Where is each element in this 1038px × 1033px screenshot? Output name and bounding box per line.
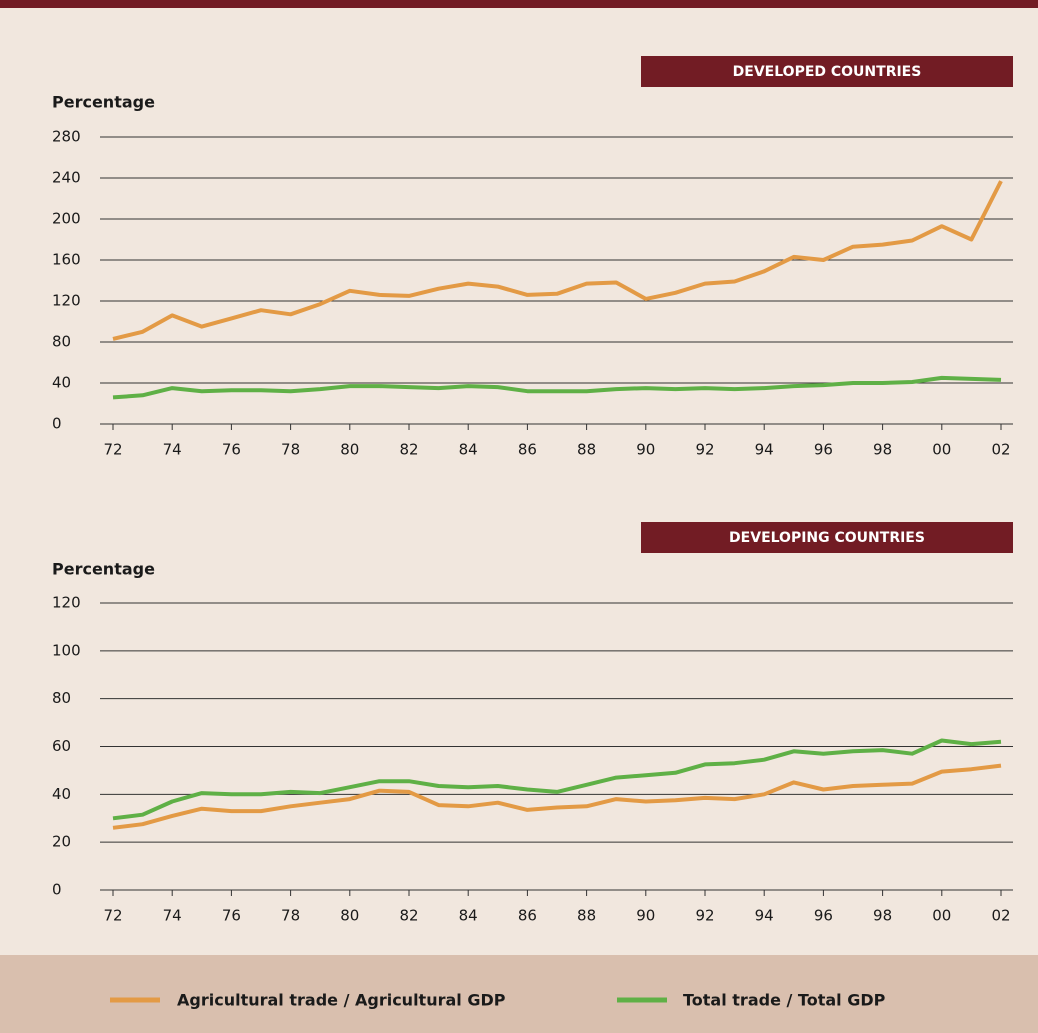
y-tick-label: 40 bbox=[52, 785, 71, 803]
x-tick-label: 02 bbox=[991, 441, 1010, 459]
y-tick-label: 280 bbox=[52, 128, 81, 146]
x-tick-label: 96 bbox=[814, 441, 833, 459]
y-tick-label: 60 bbox=[52, 737, 71, 755]
x-tick-label: 92 bbox=[695, 441, 714, 459]
data-line bbox=[112, 738, 1002, 821]
y-axis-label: Percentage bbox=[52, 93, 155, 112]
y-axis-label: Percentage bbox=[52, 560, 155, 579]
x-tick-label: 90 bbox=[636, 907, 655, 925]
data-line bbox=[112, 763, 1002, 830]
x-tick-label: 00 bbox=[932, 907, 951, 925]
panel-badge bbox=[641, 522, 1013, 553]
x-tick-label: 00 bbox=[932, 441, 951, 459]
x-tick-label: 78 bbox=[281, 907, 300, 925]
top-band bbox=[0, 0, 1038, 8]
y-tick-label: 80 bbox=[52, 333, 71, 351]
x-tick-label: 94 bbox=[755, 441, 774, 459]
y-tick-label: 120 bbox=[52, 292, 81, 310]
x-tick-label: 96 bbox=[814, 907, 833, 925]
x-tick-label: 74 bbox=[163, 441, 182, 459]
data-line bbox=[112, 375, 1002, 400]
x-tick-label: 92 bbox=[695, 907, 714, 925]
y-tick-label: 20 bbox=[52, 833, 71, 851]
x-tick-label: 72 bbox=[103, 907, 122, 925]
x-tick-label: 82 bbox=[399, 907, 418, 925]
y-tick-label: 200 bbox=[52, 210, 81, 228]
x-tick-label: 84 bbox=[459, 907, 478, 925]
y-tick-label: 240 bbox=[52, 169, 81, 187]
x-tick-label: 82 bbox=[399, 441, 418, 459]
x-tick-label: 86 bbox=[518, 441, 537, 459]
data-line bbox=[112, 180, 1003, 341]
y-tick-label: 40 bbox=[52, 374, 71, 392]
x-tick-label: 72 bbox=[103, 441, 122, 459]
x-tick-label: 74 bbox=[163, 907, 182, 925]
y-tick-label: 120 bbox=[52, 594, 81, 612]
y-tick-label: 0 bbox=[52, 881, 62, 899]
y-tick-label: 160 bbox=[52, 251, 81, 269]
x-tick-label: 94 bbox=[755, 907, 774, 925]
x-tick-label: 86 bbox=[518, 907, 537, 925]
x-tick-label: 90 bbox=[636, 441, 655, 459]
x-tick-label: 76 bbox=[222, 907, 241, 925]
y-tick-label: 0 bbox=[52, 415, 62, 433]
panel-title: DEVELOPING COUNTRIES bbox=[729, 530, 925, 546]
x-tick-label: 02 bbox=[991, 907, 1010, 925]
x-tick-label: 84 bbox=[459, 441, 478, 459]
panel-badge bbox=[641, 56, 1013, 87]
legend-label: Agricultural trade / Agricultural GDP bbox=[177, 991, 506, 1010]
x-tick-label: 80 bbox=[340, 907, 359, 925]
y-tick-label: 80 bbox=[52, 689, 71, 707]
legend-band bbox=[0, 955, 1038, 1033]
x-tick-label: 88 bbox=[577, 907, 596, 925]
y-tick-label: 100 bbox=[52, 641, 81, 659]
x-tick-label: 98 bbox=[873, 441, 892, 459]
x-tick-label: 76 bbox=[222, 441, 241, 459]
x-tick-label: 78 bbox=[281, 441, 300, 459]
legend-label: Total trade / Total GDP bbox=[683, 991, 886, 1010]
x-tick-label: 98 bbox=[873, 907, 892, 925]
x-tick-label: 80 bbox=[340, 441, 359, 459]
x-tick-label: 88 bbox=[577, 441, 596, 459]
panel-title: DEVELOPED COUNTRIES bbox=[733, 64, 922, 80]
